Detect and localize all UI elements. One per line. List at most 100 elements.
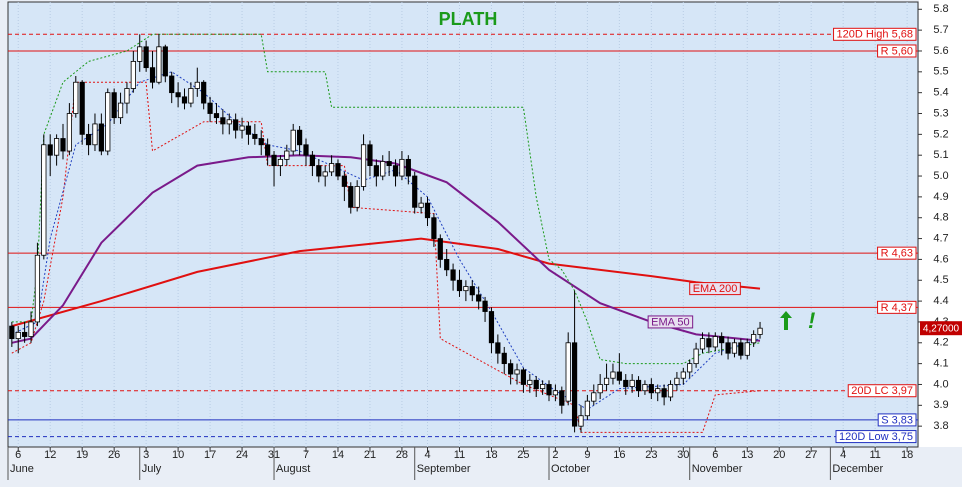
x-tick-label: 28 [396,449,408,461]
level-label-box [835,430,917,444]
level-label-box [833,27,917,41]
candle-body [444,259,450,271]
y-tick-label: 5.6 [933,45,948,57]
candle-body [297,129,303,146]
x-tick-label: 24 [236,449,248,461]
x-tick-label: 14 [332,449,344,461]
candle-body [431,217,437,239]
month-label: June [10,463,34,475]
y-tick-label: 4.6 [933,253,948,265]
level-label-box [877,413,917,427]
candle-body [265,144,271,156]
x-tick-label: 16 [613,449,625,461]
candle-body [578,415,584,427]
layer: 6 12 19 26 3 10 17 24 31 7 14 21 28 4 11 18 25 2 9 16 23 30 6 1… [7,0,962,480]
indicator-line [11,81,761,433]
candle-body [277,158,284,167]
candle-body [220,117,226,125]
annotation: EMA 200 [693,283,738,295]
y-tick-label: 5.3 [933,107,948,119]
y-tick-label: 5.7 [933,24,948,36]
candle-body [437,238,443,260]
y-tick-label: 5.4 [933,87,948,99]
x-tick-label: 30 [677,449,689,461]
candle-body [706,338,712,348]
chart-title: PLATH [439,9,498,29]
candle-body [591,392,597,402]
candle-body [207,102,213,114]
candle-body [130,61,136,89]
candle-body [47,144,53,156]
x-tick-label: 19 [76,449,88,461]
candle-body [757,327,763,335]
level-label-box [847,384,917,398]
candle-body [233,119,239,131]
candle-body [488,311,495,344]
candle-body [661,388,667,398]
candle-body [34,254,41,323]
candle-body [565,342,571,402]
candle-body [603,377,610,385]
candle-body [418,202,424,208]
last-price-box [920,321,962,336]
x-tick-label: 17 [204,449,216,461]
candle-body [85,133,92,146]
candle-body [476,294,482,302]
candle-body [201,81,207,104]
x-tick-label: 21 [364,449,376,461]
candle-body [156,46,162,83]
candle-body [725,342,731,354]
candle-body [341,175,347,187]
candle-body [258,138,264,146]
candle-body [623,379,629,387]
level-label: R 4,63 [881,248,913,260]
candle-body [424,202,431,219]
candle-body [386,161,392,167]
candle-body [680,371,686,379]
month-label: November [692,463,743,475]
candle-body [328,163,335,173]
y-tick-label: 4.4 [933,295,948,307]
level-label: S 3,83 [881,414,913,426]
month-label: October [551,463,590,475]
candle-body [687,363,693,373]
candle-body [111,92,117,119]
y-tick-label: 5.2 [933,128,948,140]
candle-body [41,144,47,256]
candle-body [137,46,143,62]
candle-body [629,379,635,387]
candle-body [456,279,463,292]
candle-body [92,123,98,146]
x-tick-label: 3 [143,449,149,461]
candle-body [354,186,360,208]
candle-body [252,133,258,139]
candle-body [149,67,156,83]
candle-body [469,286,475,296]
month-label: December [832,463,883,475]
level-label-box [877,44,917,58]
candle-body [380,161,386,177]
candle-body [245,125,252,135]
x-tick-label: 27 [805,449,817,461]
candle-body [751,334,757,344]
candle-body [699,338,706,350]
candle-body [731,342,738,354]
candle-body [22,331,28,337]
candle-body [501,352,507,365]
plot-area [7,1,919,448]
candle-body [181,96,188,104]
candle-body [124,88,130,104]
candle-body [744,342,750,356]
candle-body [188,88,194,104]
annotation-box [689,282,741,296]
candle-body [463,286,469,292]
x-tick-label: 12 [44,449,56,461]
candle-body [271,154,277,167]
candle-body [105,92,111,152]
candle-body [373,165,379,177]
level-label-box [877,300,917,314]
candle-body [674,377,680,385]
last-price-label: 4,27000 [923,323,960,334]
candle-body [495,342,501,354]
candle-body [552,390,559,396]
